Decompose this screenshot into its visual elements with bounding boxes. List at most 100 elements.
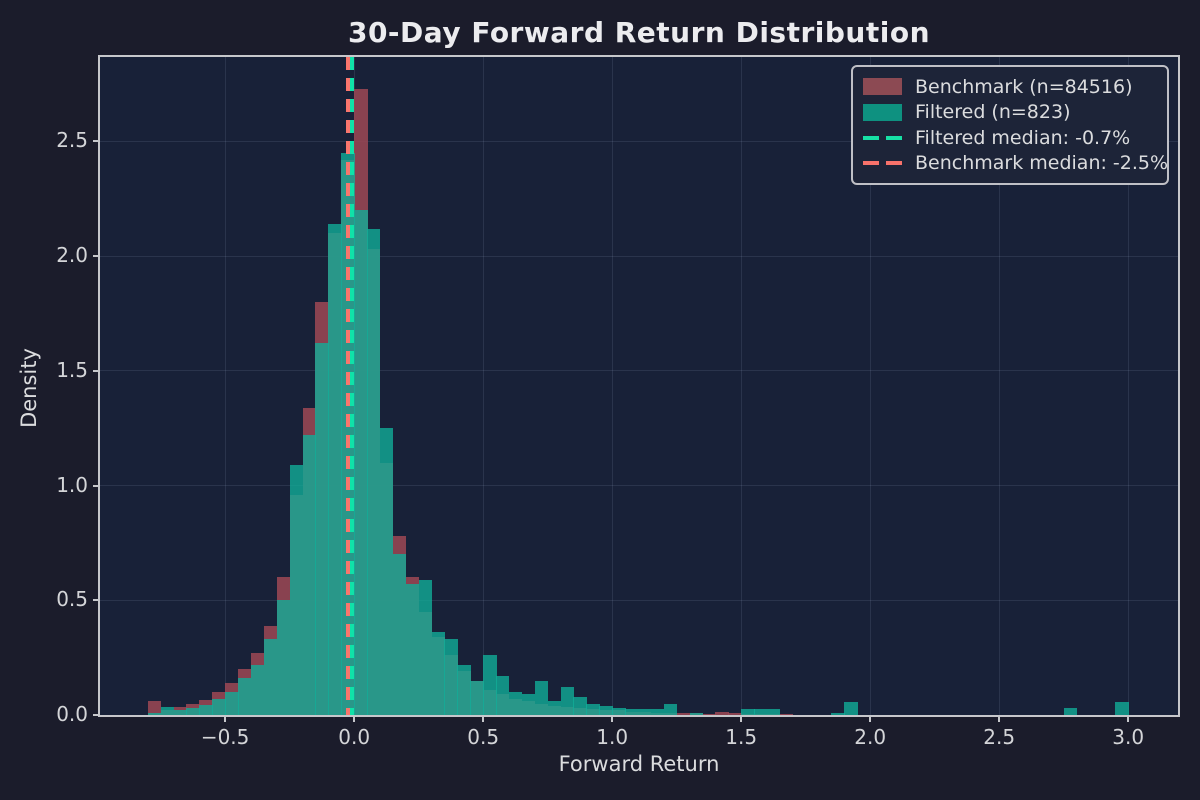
histogram-bar-filtered — [276, 600, 291, 715]
x-tick-mark — [224, 715, 227, 722]
histogram-bar-filtered — [754, 709, 768, 715]
y-tick-mark — [93, 714, 100, 716]
gridline-horizontal — [100, 370, 1178, 372]
x-tick-mark — [740, 715, 743, 722]
legend-item-benchmark: Benchmark (n=84516) — [863, 74, 1157, 100]
histogram-bar-filtered — [431, 632, 445, 715]
histogram-bar-benchmark — [779, 714, 794, 715]
y-tick-label: 2.5 — [56, 128, 88, 153]
gridline-horizontal — [100, 485, 1178, 487]
gridline-horizontal — [100, 140, 1178, 142]
histogram-bar-filtered — [173, 710, 187, 715]
histogram-bar-filtered — [689, 712, 703, 715]
histogram-bar-filtered — [637, 709, 652, 715]
histogram-bar-filtered — [238, 678, 252, 715]
x-tick-label: 0.5 — [467, 725, 500, 749]
histogram-bar-filtered — [354, 210, 368, 715]
legend-item-filtered: Filtered (n=823) — [863, 100, 1157, 126]
x-tick-mark — [869, 715, 872, 722]
gridline-vertical — [869, 57, 871, 715]
histogram-bar-filtered — [392, 554, 407, 715]
legend: Benchmark (n=84516) Filtered (n=823) Fil… — [851, 65, 1169, 185]
gridline-vertical — [1127, 57, 1129, 715]
histogram-bar-filtered — [147, 712, 162, 715]
histogram-bar-filtered — [379, 428, 394, 715]
histogram-bar-filtered — [496, 675, 510, 715]
histogram-bar-benchmark — [147, 701, 162, 715]
histogram-bar-filtered — [599, 705, 613, 715]
histogram-bar-filtered — [844, 702, 858, 715]
histogram-bar-filtered — [470, 680, 484, 715]
x-tick-mark — [611, 715, 614, 722]
histogram-bar-filtered — [663, 703, 678, 715]
histogram-bar-filtered — [250, 664, 265, 715]
x-axis-label: Forward Return — [558, 752, 720, 776]
histogram-bar-filtered — [766, 709, 781, 715]
histogram-bar-filtered — [367, 228, 381, 715]
x-tick-label: −0.5 — [200, 725, 250, 749]
histogram-bar-filtered — [483, 655, 497, 715]
x-tick-mark — [353, 715, 356, 722]
y-tick-label: 0.0 — [56, 702, 88, 726]
x-tick-mark — [998, 715, 1001, 722]
y-tick-label: 2.0 — [56, 243, 88, 268]
histogram-bar-filtered — [612, 708, 626, 715]
histogram-bar-filtered — [573, 696, 587, 715]
y-axis-label: Density — [17, 348, 41, 428]
gridline-horizontal — [100, 599, 1178, 601]
y-tick-mark — [93, 369, 100, 372]
histogram-bar-filtered — [560, 687, 574, 715]
filtered-median-dash-icon — [863, 135, 902, 140]
histogram-bar-filtered — [160, 706, 175, 715]
x-tick-label: 1.5 — [725, 725, 758, 749]
histogram-bar-filtered — [831, 712, 845, 715]
y-tick-mark — [93, 255, 100, 258]
gridline-horizontal — [100, 255, 1178, 257]
histogram-bar-filtered — [225, 692, 239, 715]
histogram-bar-filtered — [263, 639, 278, 715]
y-tick-label: 1.5 — [56, 357, 88, 382]
y-tick-mark — [93, 599, 100, 602]
histogram-bar-filtered — [315, 343, 329, 715]
filtered-swatch-icon — [863, 103, 902, 121]
x-tick-label: 3.0 — [1112, 725, 1145, 749]
histogram-bar-filtered — [741, 709, 755, 715]
histogram-bar-benchmark — [728, 713, 742, 715]
histogram-bar-benchmark — [676, 713, 691, 715]
histogram-bar-filtered — [508, 692, 523, 715]
legend-label: Benchmark (n=84516) — [915, 75, 1133, 98]
histogram-bar-filtered — [199, 704, 213, 715]
gridline-vertical — [224, 57, 226, 715]
histogram-bar-filtered — [457, 664, 471, 715]
y-tick-label: 0.5 — [56, 587, 88, 612]
y-tick-mark — [93, 484, 100, 487]
x-tick-label: 2.5 — [983, 725, 1016, 749]
y-tick-mark — [93, 140, 100, 143]
chart-title: 30-Day Forward Return Distribution — [347, 16, 931, 49]
histogram-bar-filtered — [534, 680, 549, 715]
x-tick-label: 2.0 — [854, 725, 887, 749]
histogram-bar-filtered — [444, 639, 458, 715]
filtered-median-line — [350, 57, 355, 715]
histogram-bar-benchmark — [715, 712, 729, 715]
legend-label: Filtered median: -0.7% — [915, 126, 1131, 149]
x-tick-mark — [1127, 715, 1130, 722]
histogram-bar-filtered — [302, 435, 316, 715]
histogram-bar-filtered — [1063, 708, 1078, 715]
benchmark-swatch-icon — [863, 78, 902, 96]
histogram-bar-filtered — [547, 701, 562, 715]
histogram-bar-filtered — [328, 224, 342, 715]
x-tick-mark — [482, 715, 485, 722]
gridline-vertical — [740, 57, 742, 715]
histogram-bar-filtered — [586, 703, 600, 715]
x-tick-label: 0.0 — [338, 725, 371, 749]
histogram-bar-benchmark — [702, 713, 716, 715]
y-tick-label: 1.0 — [56, 472, 88, 497]
gridline-vertical — [611, 57, 613, 715]
legend-label: Filtered (n=823) — [915, 101, 1071, 124]
legend-label: Benchmark median: -2.5% — [915, 152, 1169, 175]
histogram-bar-filtered — [212, 698, 226, 715]
legend-item-filtered-median: Filtered median: -0.7% — [863, 125, 1157, 151]
gridline-vertical — [482, 57, 484, 715]
